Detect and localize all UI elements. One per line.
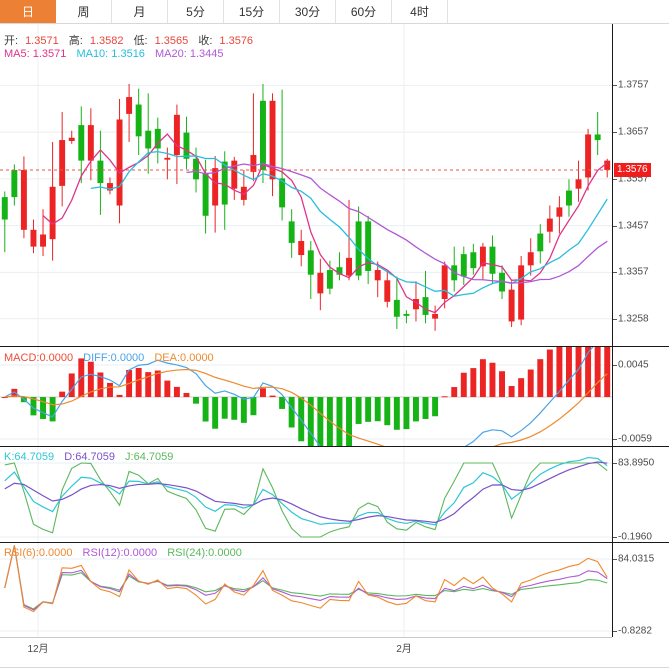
kdj-tick — [613, 463, 617, 464]
x-tick-label: 12月 — [27, 644, 49, 655]
macd-kdj-divider — [0, 446, 669, 447]
price-tick-label: 1.3557 — [618, 173, 649, 185]
macd-tick-label: 0.0045 — [618, 359, 649, 371]
price-tick-label: 1.3757 — [618, 79, 649, 91]
tab-5min[interactable]: 5分 — [168, 0, 224, 23]
macd-tick-label: -0.0059 — [618, 433, 652, 445]
price-panel: 开: 1.3571 高: 1.3582 低: 1.3565 收: 1.3576 MA5:… — [0, 24, 669, 346]
tab-week[interactable]: 周 — [56, 0, 112, 23]
tab-month[interactable]: 月 — [112, 0, 168, 23]
kdj-panel: K:64.7059 D:64.7059 J:64.7059 83.8950 -0.… — [0, 447, 669, 543]
rsi-tick-label: 84.0315 — [618, 553, 655, 565]
tab-60min[interactable]: 60分 — [336, 0, 392, 23]
macd-panel: MACD:0.0000 DIFF:0.0000 DEA:0.0000 0.004… — [0, 347, 669, 446]
macd-tick — [613, 439, 617, 440]
kdj-axis: 83.8950 -0.1960 — [612, 447, 669, 543]
kdj-tick — [613, 537, 617, 538]
price-tick — [613, 318, 617, 320]
price-tick-label: 1.3657 — [618, 126, 649, 138]
price-tick — [613, 272, 617, 274]
macd-plot[interactable] — [0, 347, 612, 446]
current-price-badge: 1.3576 — [614, 162, 651, 177]
rsi-tick — [613, 559, 617, 560]
candlestick-plot[interactable] — [0, 24, 612, 346]
price-tick — [613, 85, 617, 87]
price-tick — [613, 225, 617, 227]
kdj-rsi-divider — [0, 542, 669, 543]
x-axis-line — [0, 637, 612, 638]
period-toolbar: 日 周 月 5分 15分 30分 60分 4时 — [0, 0, 669, 24]
macd-tick — [613, 365, 617, 366]
kdj-tick-label: -0.1960 — [618, 531, 652, 543]
kdj-tick-label: 83.8950 — [618, 457, 655, 469]
tab-30min[interactable]: 30分 — [280, 0, 336, 23]
tab-4hour[interactable]: 4时 — [392, 0, 448, 23]
x-axis: 12月 2月 — [0, 637, 669, 668]
rsi-plot[interactable] — [0, 543, 612, 637]
price-tick — [613, 132, 617, 134]
rsi-panel: RSI(6):0.0000 RSI(12):0.0000 RSI(24):0.0… — [0, 543, 669, 637]
tab-15min[interactable]: 15分 — [224, 0, 280, 23]
price-macd-divider — [0, 346, 669, 347]
x-tick-label: 2月 — [396, 644, 412, 655]
price-tick-label: 1.3457 — [618, 220, 649, 232]
rsi-tick-label: -0.8282 — [618, 625, 652, 637]
price-axis: 1.3757 1.3657 1.3557 1.3457 1.3357 1.3258 1.35… — [612, 24, 669, 346]
toolbar-filler — [448, 0, 669, 23]
price-tick-label: 1.3258 — [618, 313, 649, 325]
rsi-axis: 84.0315 -0.8282 — [612, 543, 669, 637]
price-tick-label: 1.3357 — [618, 266, 649, 278]
rsi-tick — [613, 631, 617, 632]
macd-axis: 0.0045 -0.0059 — [612, 347, 669, 446]
price-tick — [613, 178, 617, 180]
tab-day[interactable]: 日 — [0, 0, 56, 23]
kdj-plot[interactable] — [0, 447, 612, 542]
